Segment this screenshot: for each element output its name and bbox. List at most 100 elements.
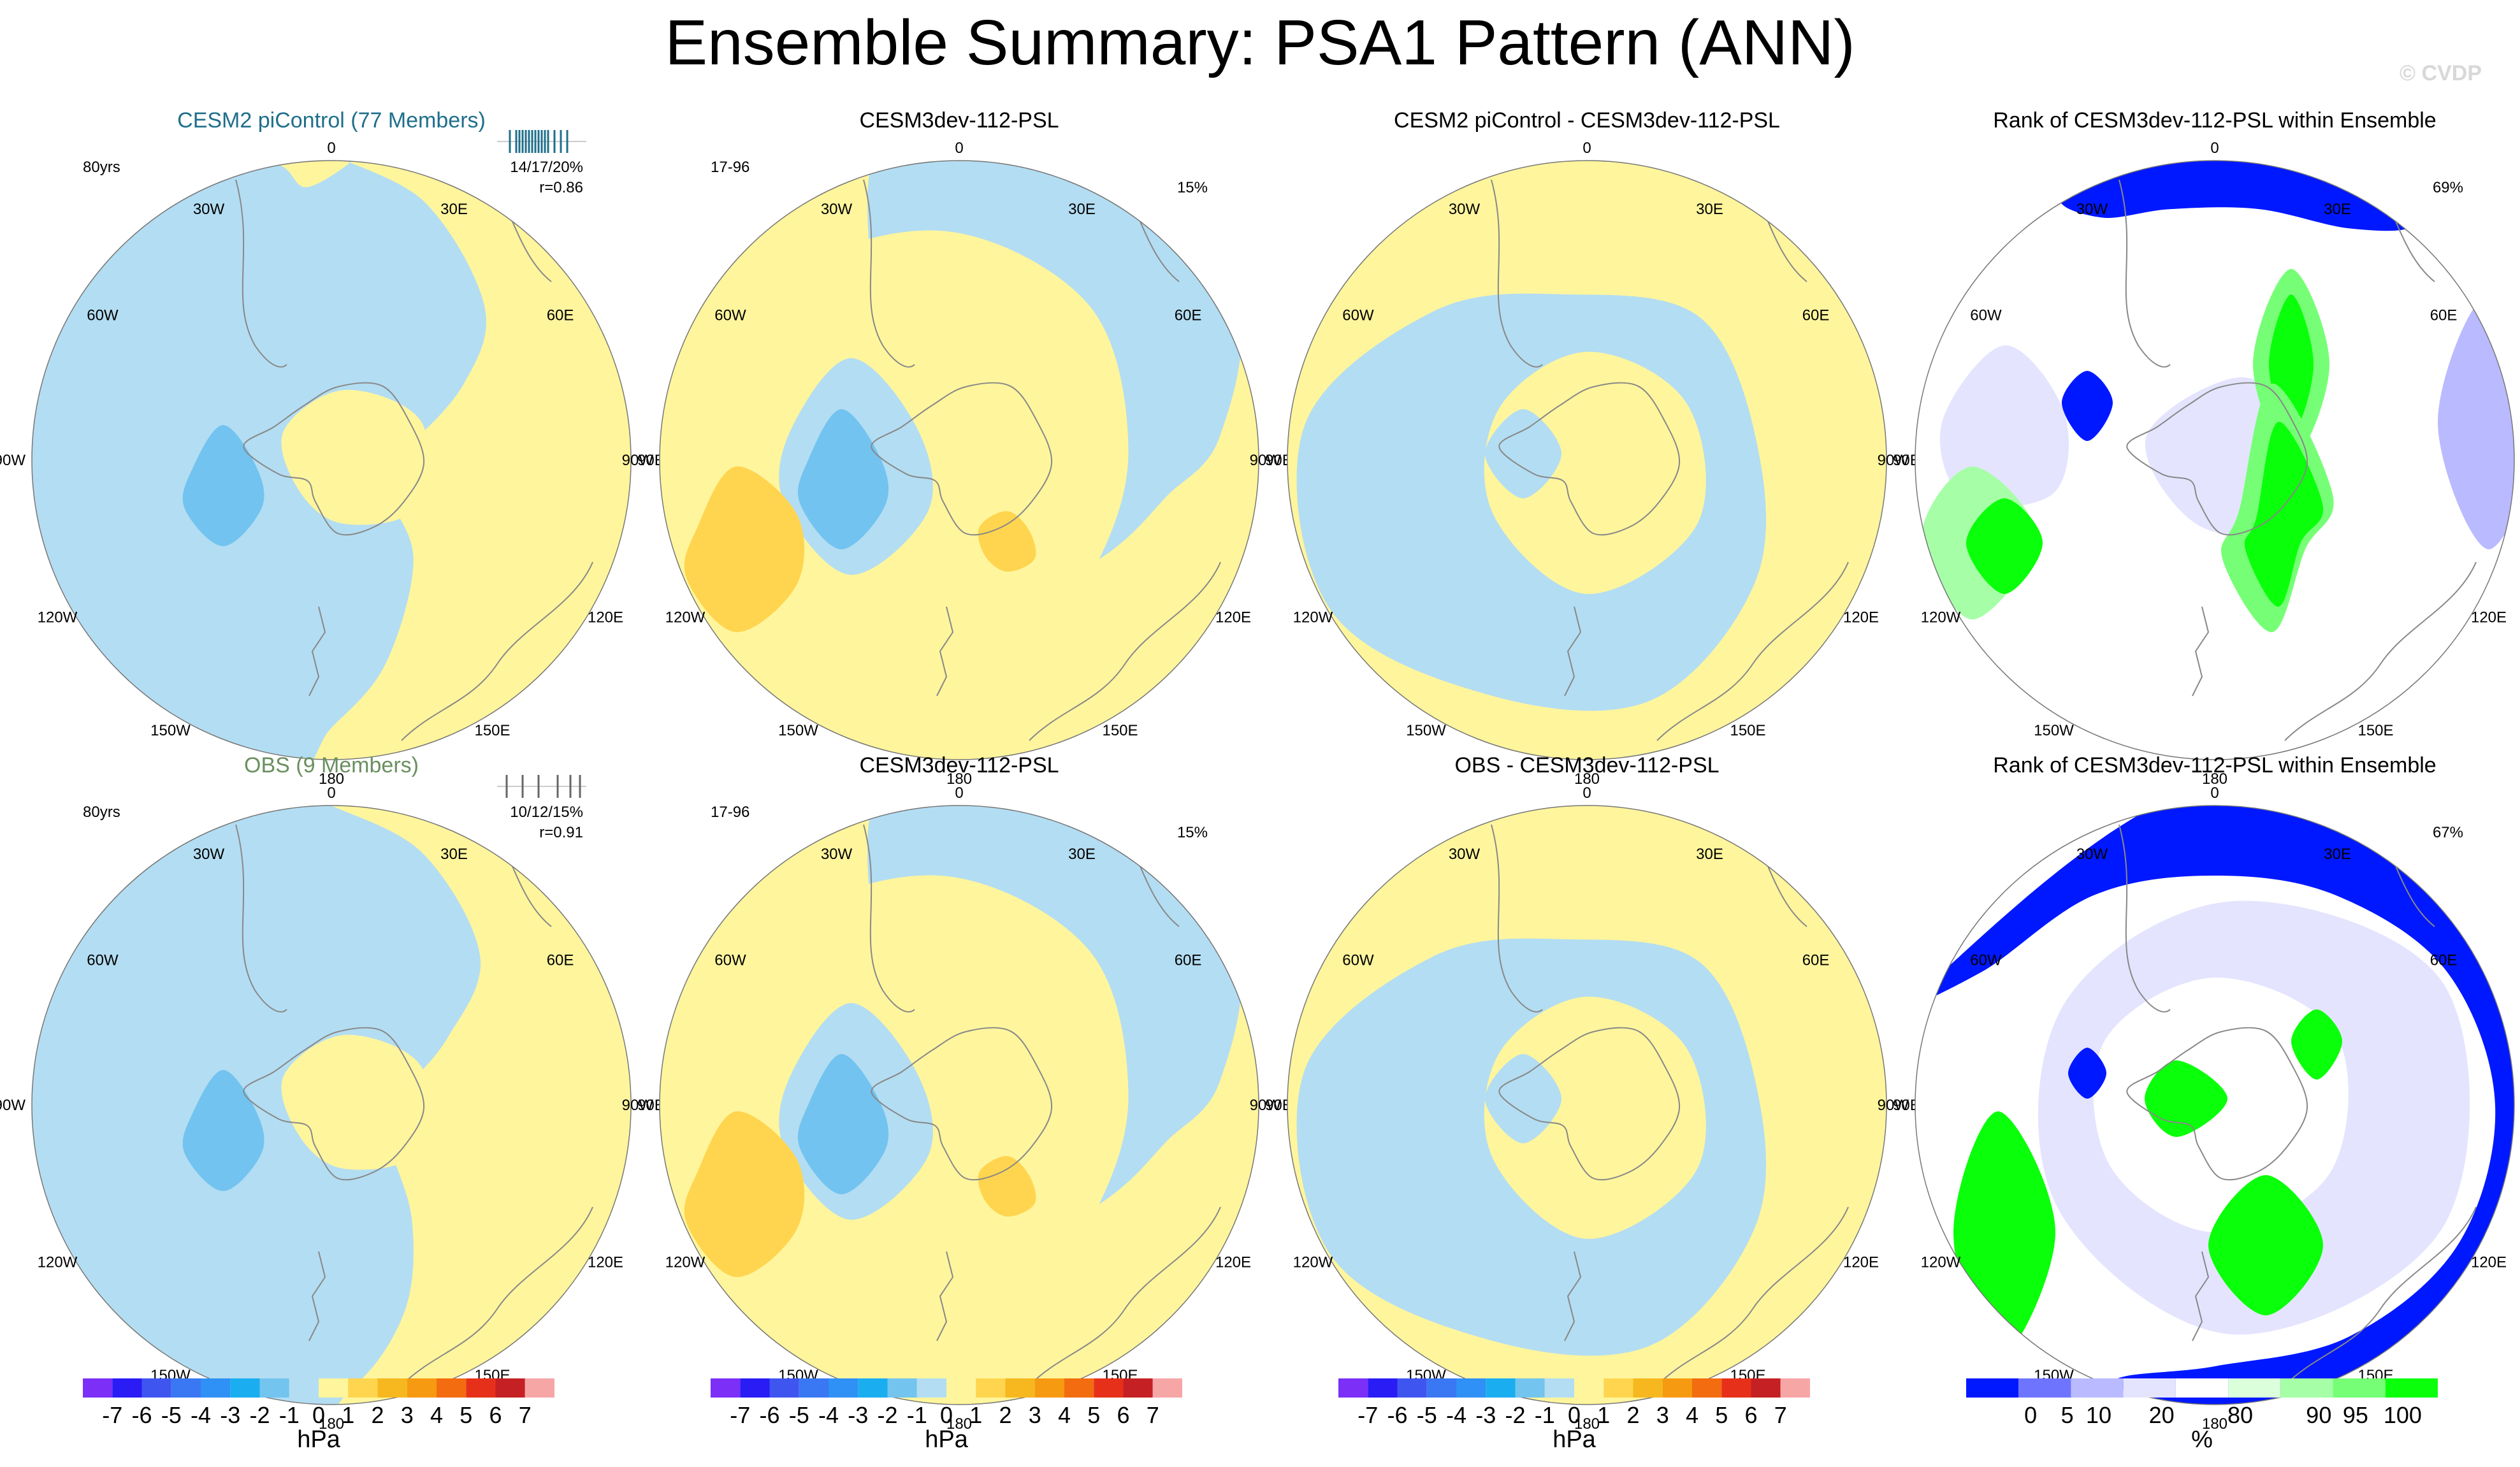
colorbar-swatch [319,1378,349,1398]
panel-correlation-label: r=0.86 [539,179,583,196]
meridian-label-150W: 150W [2034,722,2074,739]
region-rank-5-10-east [2438,294,2514,549]
colorbar-swatch [112,1378,142,1398]
panel-right-label: 15% [1177,824,1208,841]
coastline-south-america [1491,824,1543,1013]
colorbar-swatch [799,1378,829,1398]
map-panel-r1c4: 030E60E90E120E150E180150W120W90W60W30WRa… [1878,108,2515,788]
colorbar-tick-label: 3 [1656,1402,1669,1428]
meridian-label-120E: 120E [588,609,623,626]
colorbar-swatch [1397,1378,1427,1398]
colorbar-swatch [1368,1378,1398,1398]
colorbar-swatch [1034,1378,1064,1398]
map-outline [31,160,632,760]
map-panel-r2c3: 030E60E90E120E150E180150W120W90W60W30WOB… [1250,753,1920,1433]
panel-right-label: 15% [1177,179,1208,196]
meridian-label-120W: 120W [665,1254,706,1271]
colorbar-tick-label: 0 [1568,1402,1581,1428]
meridian-label-60W: 60W [87,952,119,969]
map-field-r1c3 [1287,161,1886,760]
colorbar-tick-label: -3 [220,1402,240,1428]
meridian-label-0: 0 [327,784,335,802]
map-field-r1c2 [660,161,1259,760]
meridian-label-120W: 120W [38,609,78,626]
map-field-r2c3 [1287,806,1886,1405]
region-rank-95-100-ne [2291,1009,2342,1080]
colorbar-tick-label: 1 [969,1402,982,1428]
colorbar-tick-label: 95 [2343,1402,2368,1428]
colorbar-swatch [1123,1378,1153,1398]
colorbar-tick-label: 0 [312,1402,325,1428]
colorbar-swatch [887,1378,917,1398]
colorbar-tick-label: -6 [1387,1402,1407,1428]
meridian-label-0: 0 [955,140,963,157]
colorbar-swatch [230,1378,260,1398]
meridian-label-30W: 30W [193,846,225,863]
coastline-antarctica [2126,382,2308,536]
colorbar-swatch [1152,1378,1182,1398]
meridian-label-60E: 60E [547,952,574,969]
meridian-label-60E: 60E [1802,307,1830,324]
colorbar-tick-label: 5 [1087,1402,1100,1428]
colorbar-tick-label: 100 [2384,1402,2422,1428]
map-outline [1287,805,1887,1405]
colorbar-swatch [916,1378,946,1398]
colorbar-tick-label: 3 [1029,1402,1041,1428]
colorbar-swatch [466,1378,496,1398]
meridian-label-180: 180 [319,1415,344,1433]
region-rank-95-100-se [2244,421,2324,607]
meridian-label-0: 0 [1582,140,1591,157]
region-negative-2-3 [182,424,264,546]
colorbar-swatch [1486,1378,1516,1398]
meridian-label-180: 180 [2202,1415,2227,1433]
meridian-label-30E: 30E [1068,201,1096,218]
region-positive-1-2-ross [978,1155,1036,1217]
meridian-label-120E: 120E [1215,1254,1251,1271]
meridian-label-120E: 120E [1215,609,1251,626]
map-outline [1287,160,1887,760]
colorbar-psl-1: -7 -6 -5 -4 -3 -2 -1 0 1 2 3 4 5 6 7 hPa [711,1378,1182,1453]
coastline-south-america [1491,179,1543,368]
meridian-label-60E: 60E [547,307,574,324]
colorbar-swatch [171,1378,201,1398]
colorbar-swatch [1064,1378,1094,1398]
colorbar-tick-label: -5 [1417,1402,1437,1428]
coastline-antarctica [871,382,1053,536]
colorbar-swatch [348,1378,378,1398]
panel-right-label: 67% [2433,824,2463,841]
region-negative-2-3 [797,1053,889,1195]
colorbar-swatch [437,1378,467,1398]
coastline-antarctica [2126,1027,2308,1181]
map-outline [659,805,1259,1405]
panel-title: OBS (9 Members) [244,753,419,777]
panel-title: CESM3dev-112-PSL [859,753,1059,777]
panel-stats-label: 14/17/20% [510,159,583,176]
region-negative-2-3 [797,408,889,550]
colorbar-swatch [1692,1378,1722,1398]
region-rank-0-5-west [2068,1048,2106,1099]
panel-left-label: 80yrs [83,159,120,176]
colorbar-swatch [2228,1378,2281,1398]
map-field-r2c1 [32,806,631,1405]
region-positive-antarctica [1484,996,1706,1239]
colorbar-swatch [1604,1378,1633,1398]
meridian-label-90W: 90W [622,452,654,469]
map-outline [31,805,632,1405]
coastline-australia [1029,561,1221,741]
colorbar-tick-label: 4 [1058,1402,1071,1428]
region-positive-1-2-pacific [684,1111,805,1278]
map-outline [1915,160,2515,760]
colorbar-swatch [946,1378,976,1398]
colorbar-tick-label: 5 [460,1402,472,1428]
colorbar-tick-label: -3 [848,1402,868,1428]
colorbar-swatch [1338,1378,1368,1398]
meridian-label-120W: 120W [1921,609,1961,626]
coastline-antarctica [243,1027,425,1181]
colorbar-swatch [2333,1378,2386,1398]
coastline-south-america [235,824,287,1013]
coastline-new-zealand [2192,606,2210,697]
map-field-r2c2 [660,806,1259,1405]
meridian-label-90W: 90W [1878,452,1909,469]
colorbar-swatch [769,1378,799,1398]
meridian-label-60W: 60W [1342,307,1374,324]
